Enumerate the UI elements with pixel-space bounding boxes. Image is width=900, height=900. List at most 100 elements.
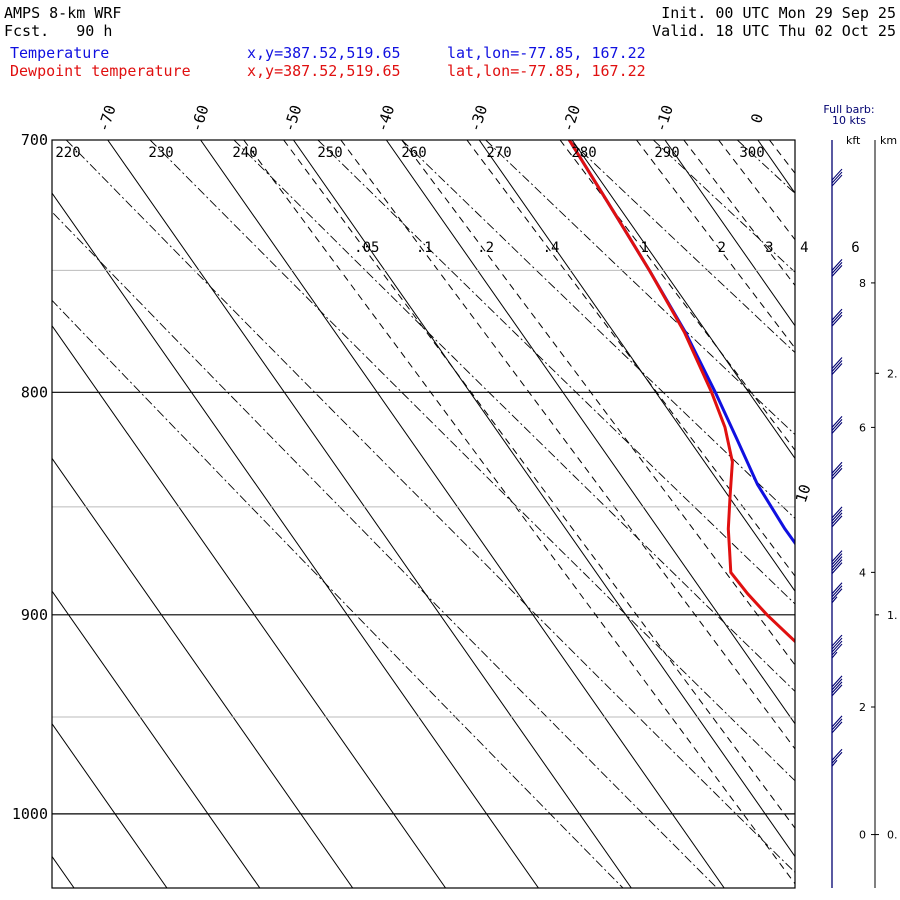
plot-frame: [51, 139, 796, 889]
height-kft-label: 8: [859, 277, 866, 290]
init-time: Init. 00 UTC Mon 29 Sep 25: [661, 4, 896, 22]
isotherm-line: [200, 140, 725, 888]
dry-adiabat-label: 220: [55, 145, 80, 161]
wind-barb: [831, 357, 843, 375]
isotherm-line: [52, 192, 539, 888]
isotherm-label: -60: [187, 103, 212, 134]
temperature-xy: x,y=387.52,519.65: [247, 44, 401, 62]
forecast-hour: Fcst. 90 h: [4, 22, 113, 40]
dry-adiabat-line: [736, 140, 795, 194]
mixing-ratio-line: [243, 140, 795, 885]
temperature-profile: [568, 140, 795, 546]
mixing-ratio-label: .05: [354, 240, 379, 256]
dry-adiabat-line: [233, 140, 795, 692]
wind-barb: [831, 634, 843, 659]
dry-adiabat-line: [317, 140, 795, 605]
dry-adiabat-line: [485, 140, 795, 436]
dry-adiabat-line: [65, 140, 795, 873]
barb-legend: Full barb: 10 kts: [816, 104, 882, 126]
wind-barb: [831, 675, 843, 697]
dry-adiabat-label: 250: [317, 145, 342, 161]
dry-adiabat-line: [52, 299, 624, 888]
isotherm-line: [571, 140, 795, 460]
mixing-ratio-label: .4: [543, 240, 560, 256]
height-kft-label: 6: [859, 421, 866, 434]
temperature-latlon: lat,lon=-77.85, 167.22: [447, 44, 646, 62]
isotherm-label: 10: [792, 482, 815, 505]
mixing-ratio-label: 1: [641, 240, 649, 256]
mixing-ratio-label: 6: [851, 240, 859, 256]
isotherm-line: [293, 140, 795, 858]
dry-adiabat-label: 240: [232, 145, 257, 161]
dry-adiabat-line: [821, 140, 900, 888]
height-km-label: 2.: [887, 367, 898, 380]
mixing-ratio-label: 4: [800, 240, 808, 256]
isotherm-label: -70: [94, 103, 119, 134]
isotherm-line: [664, 140, 795, 327]
dry-adiabat-label: 290: [654, 145, 679, 161]
wind-barb: [831, 461, 843, 480]
height-km-unit: km: [880, 134, 897, 147]
wind-barb: [831, 258, 843, 277]
mixing-ratio-line: [636, 140, 795, 349]
dry-adiabat-label: 280: [571, 145, 596, 161]
wind-barb: [831, 416, 843, 434]
pressure-tick-label: 700: [21, 131, 48, 149]
dewpoint-latlon: lat,lon=-77.85, 167.22: [447, 62, 646, 80]
dry-adiabat-line: [149, 140, 795, 782]
isotherm-label: -20: [559, 103, 584, 134]
temperature-legend: Temperature: [10, 44, 110, 62]
isotherm-label: -50: [280, 103, 305, 134]
barb-legend-line1: Full barb:: [823, 103, 875, 116]
mixing-ratio-line: [769, 140, 795, 175]
height-kft-label: 4: [859, 566, 866, 579]
isotherm-line: [107, 140, 632, 888]
wind-barb: [831, 748, 843, 767]
height-kft-label: 2: [859, 701, 866, 714]
height-kft-unit: kft: [846, 134, 861, 147]
height-km-label: 0.: [887, 829, 898, 842]
isotherm-label: 0: [747, 111, 767, 125]
wind-barb: [831, 168, 843, 187]
isotherm-line: [478, 140, 795, 592]
isotherm-line: [52, 855, 75, 888]
mixing-ratio-line: [718, 140, 795, 241]
valid-time: Valid. 18 UTC Thu 02 Oct 25: [652, 22, 896, 40]
isotherm-line: [52, 324, 446, 888]
isotherm-line: [757, 140, 795, 194]
pressure-tick-label: 900: [21, 606, 48, 624]
pressure-tick-label: 800: [21, 383, 48, 401]
isotherm-line: [52, 722, 168, 888]
dry-adiabat-line: [401, 140, 795, 519]
plot-area: [52, 140, 900, 888]
wind-barb: [831, 308, 843, 327]
dewpoint-profile: [568, 140, 795, 644]
isotherm-line: [385, 140, 795, 725]
dry-adiabat-line: [52, 211, 718, 888]
wind-barb: [831, 582, 843, 604]
mixing-ratio-line: [466, 140, 795, 577]
height-kft-label: 0: [859, 829, 866, 842]
dry-adiabat-label: 230: [148, 145, 173, 161]
isotherm-line: [52, 590, 261, 888]
mixing-ratio-label: .1: [416, 240, 433, 256]
wind-barb: [831, 506, 843, 528]
dry-adiabat-label: 300: [739, 145, 764, 161]
wind-barb: [831, 715, 843, 734]
mixing-ratio-label: 2: [717, 240, 725, 256]
height-km-label: 1.: [887, 609, 898, 622]
dry-adiabat-label: 270: [486, 145, 511, 161]
mixing-ratio-label: 3: [765, 240, 773, 256]
dewpoint-legend: Dewpoint temperature: [10, 62, 191, 80]
isotherm-line: [52, 457, 354, 888]
mixing-ratio-label: .2: [477, 240, 494, 256]
isotherm-label: -40: [373, 103, 398, 134]
dewpoint-xy: x,y=387.52,519.65: [247, 62, 401, 80]
wind-barb: [831, 550, 843, 574]
isotherm-label: -10: [651, 103, 676, 134]
mixing-ratio-line: [683, 140, 795, 287]
pressure-tick-label: 1000: [12, 805, 48, 823]
dry-adiabat-label: 260: [401, 145, 426, 161]
model-name: AMPS 8-km WRF: [4, 4, 122, 22]
